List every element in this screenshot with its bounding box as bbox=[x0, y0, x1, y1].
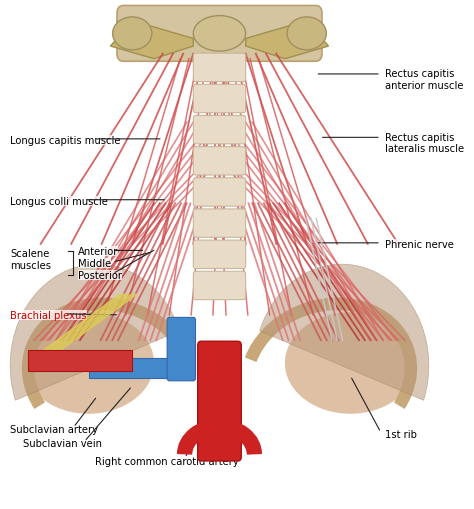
FancyBboxPatch shape bbox=[167, 318, 195, 381]
Polygon shape bbox=[246, 22, 328, 60]
Polygon shape bbox=[110, 22, 193, 60]
Ellipse shape bbox=[113, 18, 152, 51]
Ellipse shape bbox=[23, 313, 154, 414]
Text: Phrenic nerve: Phrenic nerve bbox=[385, 239, 454, 249]
FancyBboxPatch shape bbox=[193, 210, 246, 238]
Wedge shape bbox=[260, 265, 429, 401]
Wedge shape bbox=[10, 265, 179, 401]
Text: Subclavian vein: Subclavian vein bbox=[23, 438, 102, 448]
Text: Longus capitis muscle: Longus capitis muscle bbox=[10, 135, 120, 146]
Ellipse shape bbox=[287, 18, 326, 51]
Text: Posterior: Posterior bbox=[78, 270, 122, 280]
Ellipse shape bbox=[285, 313, 416, 414]
Text: 1st rib: 1st rib bbox=[385, 429, 417, 439]
FancyBboxPatch shape bbox=[193, 147, 246, 176]
Polygon shape bbox=[89, 358, 184, 379]
Polygon shape bbox=[27, 351, 132, 371]
FancyBboxPatch shape bbox=[193, 54, 246, 82]
Text: Anterior: Anterior bbox=[78, 247, 118, 257]
Text: Longus colli muscle: Longus colli muscle bbox=[10, 196, 108, 206]
Text: Middle: Middle bbox=[78, 259, 111, 269]
Text: Subclavian artery: Subclavian artery bbox=[10, 424, 98, 434]
FancyBboxPatch shape bbox=[193, 241, 246, 269]
Text: Scalene
muscles: Scalene muscles bbox=[10, 249, 51, 270]
Text: Right common carotid artery: Right common carotid artery bbox=[95, 456, 239, 466]
FancyBboxPatch shape bbox=[198, 342, 241, 461]
FancyBboxPatch shape bbox=[193, 272, 246, 300]
FancyBboxPatch shape bbox=[193, 85, 246, 114]
Text: Brachial plexus: Brachial plexus bbox=[10, 310, 87, 320]
Ellipse shape bbox=[193, 17, 246, 52]
Text: Rectus capitis
anterior muscle: Rectus capitis anterior muscle bbox=[385, 69, 464, 91]
FancyBboxPatch shape bbox=[193, 116, 246, 145]
FancyBboxPatch shape bbox=[193, 179, 246, 207]
Text: Rectus capitis
lateralis muscle: Rectus capitis lateralis muscle bbox=[385, 132, 465, 154]
FancyBboxPatch shape bbox=[117, 7, 322, 62]
